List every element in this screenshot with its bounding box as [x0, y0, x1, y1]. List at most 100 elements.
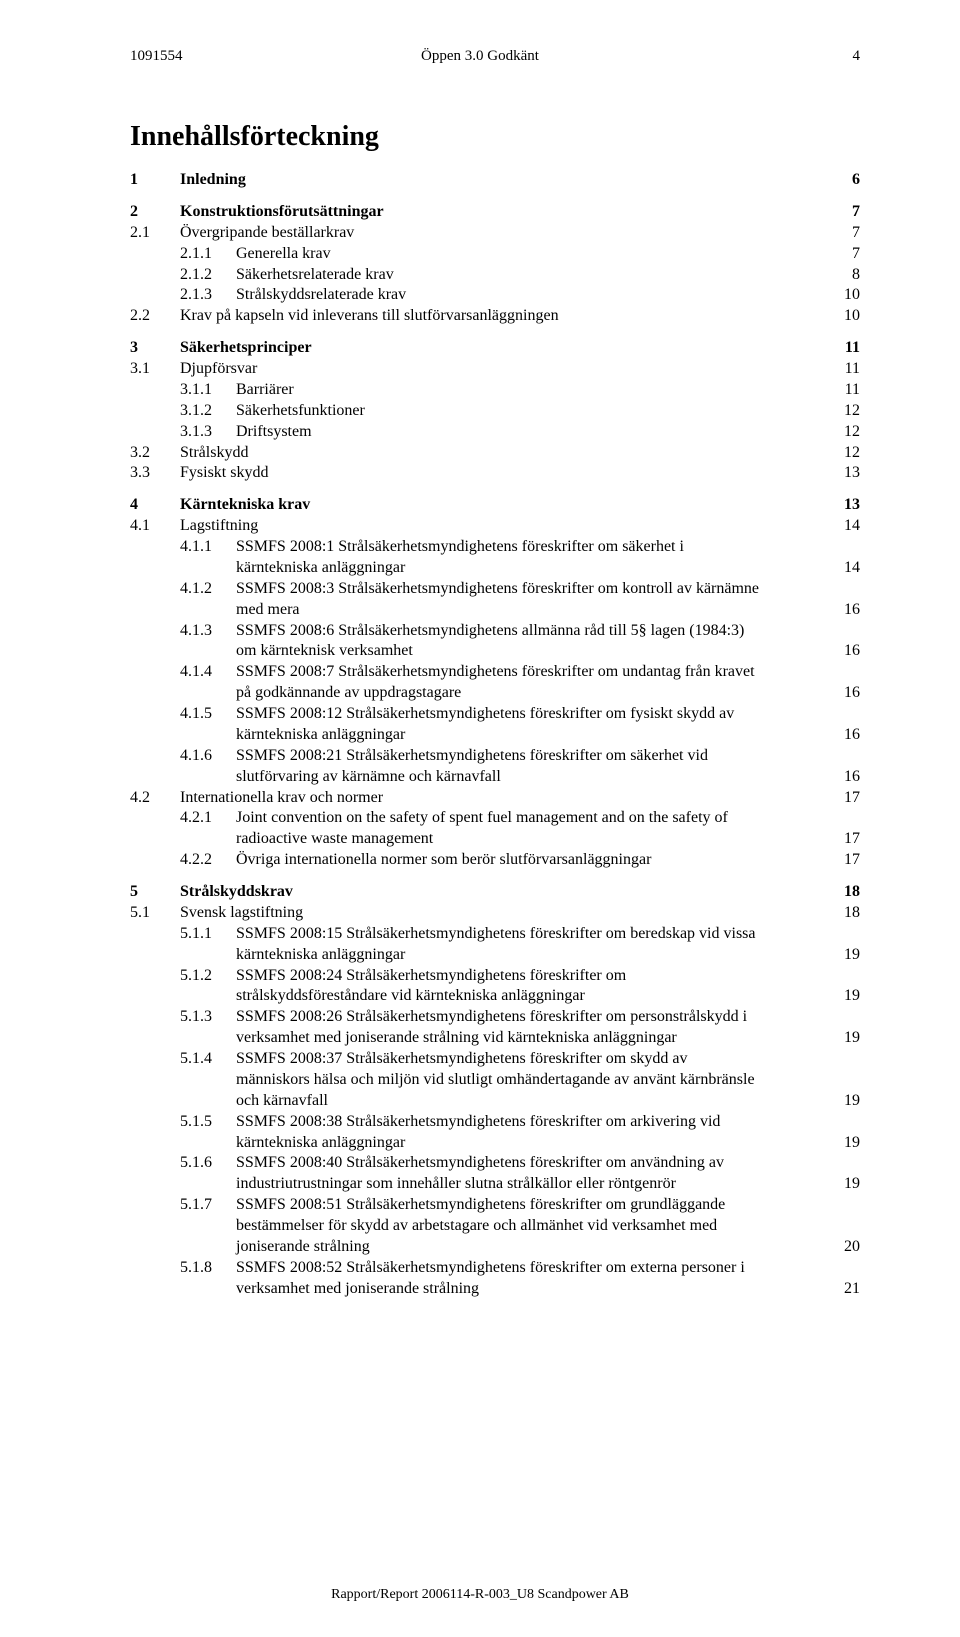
toc-text: Konstruktionsförutsättningar — [180, 203, 838, 222]
toc-text: Fysiskt skydd — [180, 464, 838, 483]
toc-entry: 4.2.1Joint convention on the safety of s… — [130, 809, 860, 828]
toc-number: 5.1.1 — [180, 925, 236, 944]
toc-text: Generella krav — [236, 245, 838, 264]
toc-page: 6 — [838, 171, 860, 190]
toc-continuation: slutförvaring av kärnämne och kärnavfall… — [130, 768, 860, 787]
toc-page: 14 — [838, 517, 860, 536]
toc-page: 19 — [838, 987, 860, 1006]
toc-page: 11 — [838, 360, 860, 379]
toc-entry: 4.1.5SSMFS 2008:12 Strålsäkerhetsmyndigh… — [130, 705, 860, 724]
toc-page: 17 — [838, 830, 860, 849]
toc-number: 4.1.1 — [180, 538, 236, 557]
toc-entry: 2.2Krav på kapseln vid inleverans till s… — [130, 307, 860, 326]
toc-text: SSMFS 2008:1 Strålsäkerhetsmyndighetens … — [236, 538, 860, 557]
toc-text: radioactive waste management — [236, 830, 838, 849]
toc-page: 16 — [838, 768, 860, 787]
toc-entry: 3.1Djupförsvar11 — [130, 360, 860, 379]
toc-entry: 3.3Fysiskt skydd13 — [130, 464, 860, 483]
toc-page: 20 — [838, 1238, 860, 1257]
toc-number: 3.1 — [130, 360, 180, 379]
toc-text: Övriga internationella normer som berör … — [236, 851, 838, 870]
toc-text: och kärnavfall — [236, 1092, 838, 1111]
toc-number: 4.1.4 — [180, 663, 236, 682]
toc-entry: 5.1.4SSMFS 2008:37 Strålsäkerhetsmyndigh… — [130, 1050, 860, 1069]
toc-text: Säkerhetsprinciper — [180, 339, 838, 358]
toc-entry: 4.2.2Övriga internationella normer som b… — [130, 851, 860, 870]
toc-text: Övergripande beställarkrav — [180, 224, 838, 243]
toc-continuation: på godkännande av uppdragstagare16 — [130, 684, 860, 703]
toc-text: Barriärer — [236, 381, 838, 400]
toc-text: om kärnteknisk verksamhet — [236, 642, 838, 661]
toc-page: 19 — [838, 1134, 860, 1153]
toc-text: kärntekniska anläggningar — [236, 559, 838, 578]
toc-page: 16 — [838, 601, 860, 620]
toc-text: Internationella krav och normer — [180, 789, 838, 808]
toc-text: Inledning — [180, 171, 838, 190]
toc-text: kärntekniska anläggningar — [236, 946, 838, 965]
toc-continuation: radioactive waste management17 — [130, 830, 860, 849]
toc-entry: 3.1.1Barriärer11 — [130, 381, 860, 400]
toc-entry: 5.1.2SSMFS 2008:24 Strålsäkerhetsmyndigh… — [130, 967, 860, 986]
toc-page: 19 — [838, 946, 860, 965]
toc-number: 3.2 — [130, 444, 180, 463]
toc-text: SSMFS 2008:40 Strålsäkerhetsmyndighetens… — [236, 1154, 860, 1173]
toc-text: SSMFS 2008:12 Strålsäkerhetsmyndighetens… — [236, 705, 860, 724]
toc-continuation: joniserande strålning20 — [130, 1238, 860, 1257]
toc-page: 10 — [838, 286, 860, 305]
toc-text: Kärntekniska krav — [180, 496, 838, 515]
toc-number: 2.1.2 — [180, 266, 236, 285]
page: 1091554 Öppen 3.0 Godkänt 4 Innehållsför… — [0, 0, 960, 1637]
toc-page: 17 — [838, 789, 860, 808]
toc-page: 18 — [838, 883, 860, 902]
toc-text: kärntekniska anläggningar — [236, 726, 838, 745]
toc-number: 4.2.1 — [180, 809, 236, 828]
toc-page: 19 — [838, 1092, 860, 1111]
toc-text: strålskyddsföreståndare vid kärntekniska… — [236, 987, 838, 1006]
toc-text: SSMFS 2008:37 Strålsäkerhetsmyndighetens… — [236, 1050, 860, 1069]
toc-number: 4.1.3 — [180, 622, 236, 641]
toc-page: 7 — [838, 245, 860, 264]
toc-number: 3.3 — [130, 464, 180, 483]
toc-text: SSMFS 2008:38 Strålsäkerhetsmyndighetens… — [236, 1113, 860, 1132]
toc-entry: 3.1.2Säkerhetsfunktioner12 — [130, 402, 860, 421]
toc-text: Strålskydd — [180, 444, 838, 463]
toc-text: SSMFS 2008:3 Strålsäkerhetsmyndighetens … — [236, 580, 860, 599]
toc-text: Driftsystem — [236, 423, 838, 442]
toc-number: 3.1.2 — [180, 402, 236, 421]
toc-continuation: kärntekniska anläggningar16 — [130, 726, 860, 745]
toc-page: 10 — [838, 307, 860, 326]
toc-text: kärntekniska anläggningar — [236, 1134, 838, 1153]
toc-page: 19 — [838, 1175, 860, 1194]
toc-number: 5.1.6 — [180, 1154, 236, 1173]
toc-gap — [130, 485, 860, 496]
toc-number: 5.1.3 — [180, 1008, 236, 1027]
toc-entry: 4.1.3SSMFS 2008:6 Strålsäkerhetsmyndighe… — [130, 622, 860, 641]
toc-entry: 5.1.1SSMFS 2008:15 Strålsäkerhetsmyndigh… — [130, 925, 860, 944]
page-title: Innehållsförteckning — [130, 121, 860, 153]
toc-text: slutförvaring av kärnämne och kärnavfall — [236, 768, 838, 787]
table-of-contents: 1Inledning62Konstruktionsförutsättningar… — [130, 171, 860, 1299]
header-center: Öppen 3.0 Godkänt — [0, 48, 960, 65]
toc-text: SSMFS 2008:51 Strålsäkerhetsmyndighetens… — [236, 1196, 860, 1215]
toc-entry: 1Inledning6 — [130, 171, 860, 190]
toc-text: SSMFS 2008:15 Strålsäkerhetsmyndighetens… — [236, 925, 860, 944]
toc-number: 4.1.6 — [180, 747, 236, 766]
toc-page: 11 — [838, 381, 860, 400]
toc-page: 13 — [838, 496, 860, 515]
toc-number: 2.1.3 — [180, 286, 236, 305]
toc-entry: 4.1.1SSMFS 2008:1 Strålsäkerhetsmyndighe… — [130, 538, 860, 557]
toc-text: bestämmelser för skydd av arbetstagare o… — [236, 1217, 860, 1236]
toc-number: 2.1.1 — [180, 245, 236, 264]
toc-number: 4.2.2 — [180, 851, 236, 870]
toc-entry: 5.1.6SSMFS 2008:40 Strålsäkerhetsmyndigh… — [130, 1154, 860, 1173]
toc-number: 5 — [130, 883, 180, 902]
toc-text: SSMFS 2008:24 Strålsäkerhetsmyndighetens… — [236, 967, 860, 986]
toc-text: med mera — [236, 601, 838, 620]
toc-gap — [130, 872, 860, 883]
toc-page: 11 — [838, 339, 860, 358]
toc-entry: 3Säkerhetsprinciper11 — [130, 339, 860, 358]
toc-text: människors hälsa och miljön vid slutligt… — [236, 1071, 860, 1090]
toc-number: 3.1.1 — [180, 381, 236, 400]
toc-entry: 5Strålskyddskrav18 — [130, 883, 860, 902]
toc-continuation: människors hälsa och miljön vid slutligt… — [130, 1071, 860, 1090]
